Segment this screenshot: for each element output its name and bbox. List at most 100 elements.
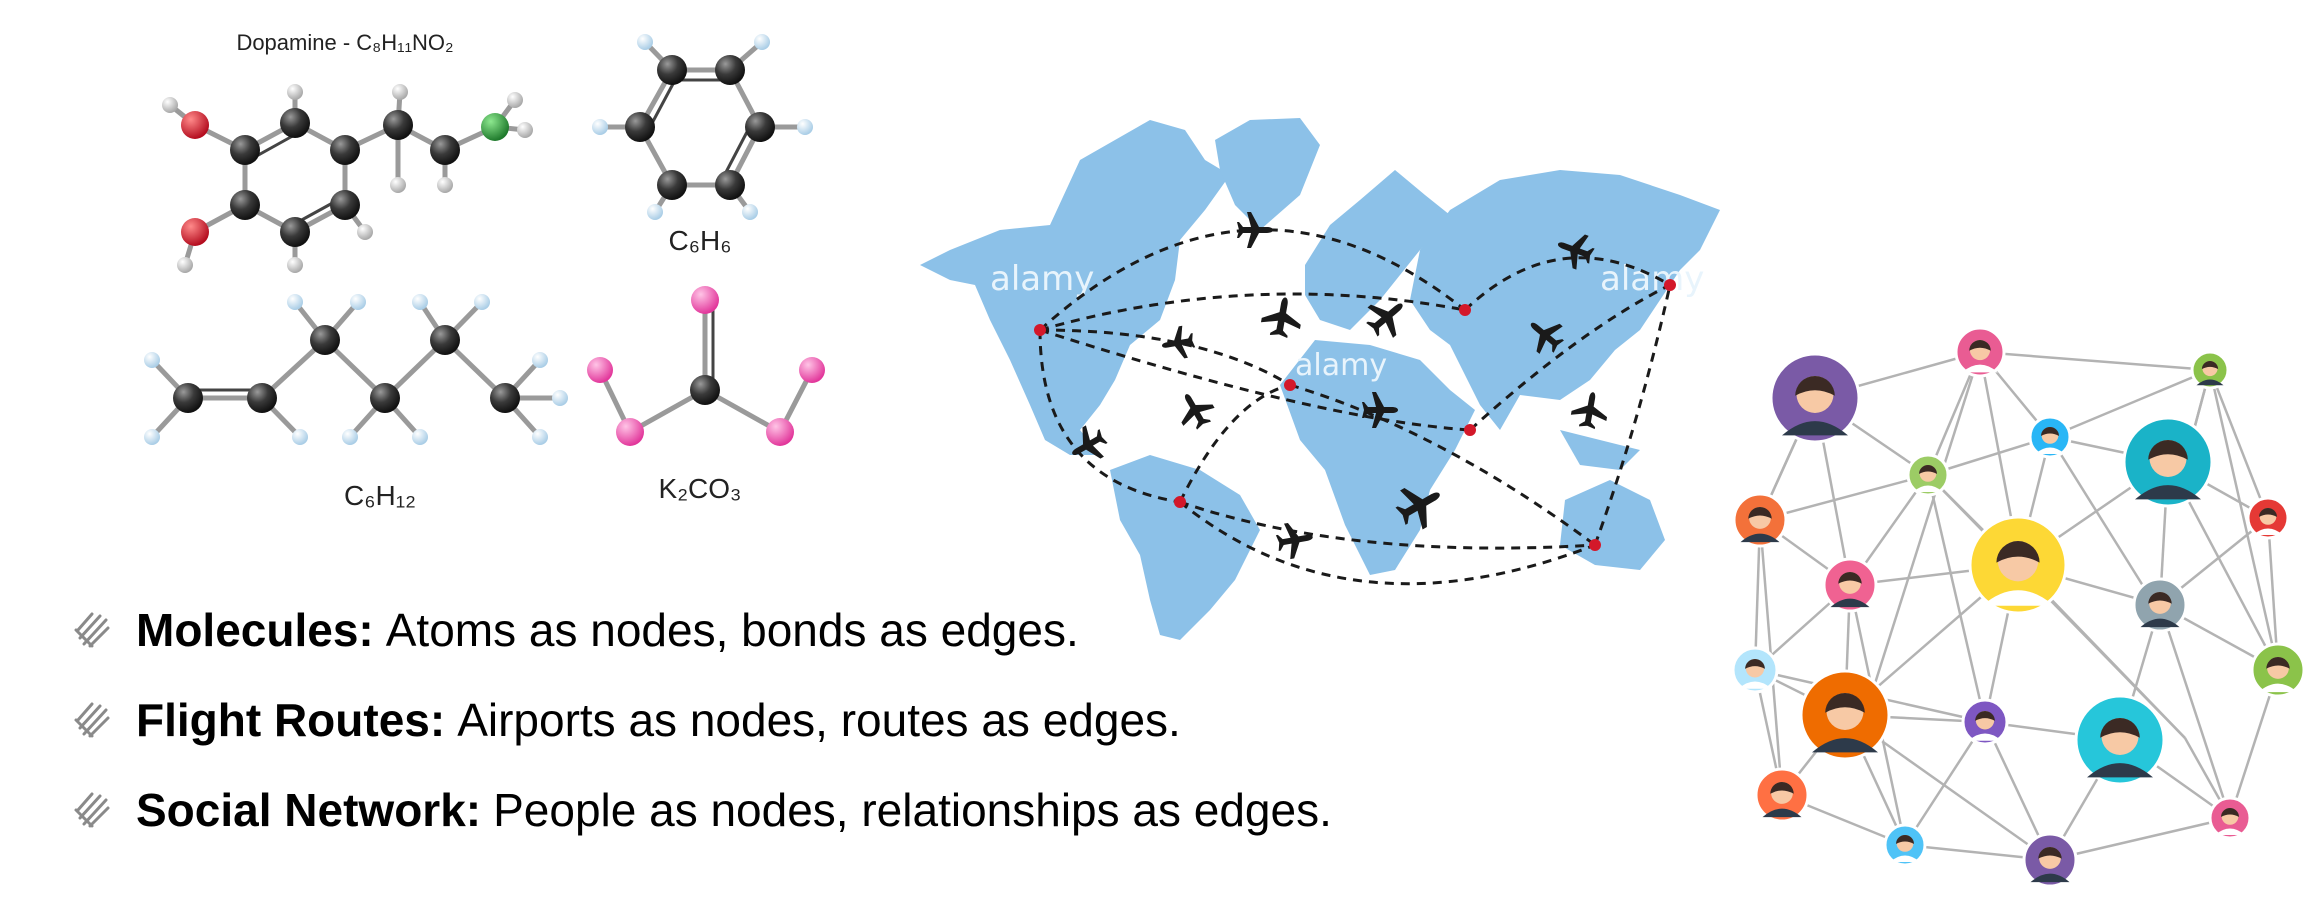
airport-node <box>1174 496 1186 508</box>
oxygen-atom <box>691 286 719 314</box>
hydrogen-atom <box>754 34 770 50</box>
person-avatar <box>1961 698 2009 746</box>
person-avatar <box>2250 642 2306 698</box>
avatar-hair <box>2041 427 2059 436</box>
hydrogen-atom <box>287 257 303 273</box>
route-line <box>1468 283 1671 432</box>
hydrogen-atom <box>144 352 160 368</box>
avatar-hair <box>2201 360 2219 370</box>
airplane-icon <box>1170 385 1220 435</box>
flight-routes <box>1038 228 1672 586</box>
carbonate-label: K₂CO₃ <box>659 473 742 504</box>
hydrogen-atom <box>637 34 653 50</box>
avatar-body <box>2035 447 2065 454</box>
hydrogen-atom <box>532 429 548 445</box>
bullet-term: Flight Routes: <box>136 694 446 746</box>
avatar-body <box>2253 528 2283 535</box>
person-avatar <box>1822 557 1878 613</box>
avatar-hair <box>2148 439 2188 460</box>
carbonate-molecule: K₂CO₃ <box>587 286 825 504</box>
avatar-body <box>1740 533 1780 543</box>
avatar-hair <box>1919 465 1937 474</box>
carbon-atom <box>657 55 687 85</box>
carbon-atom <box>715 170 745 200</box>
carbon-atom <box>430 325 460 355</box>
route-line <box>1289 383 1596 547</box>
africa <box>1280 340 1475 575</box>
oxygen-atom <box>181 218 209 246</box>
carbon-atom <box>745 112 775 142</box>
person-avatar <box>1731 646 1779 694</box>
avatar-body <box>1890 855 1920 862</box>
route-line <box>1179 500 1596 550</box>
person-avatar <box>2190 350 2230 390</box>
person-avatar <box>1906 453 1950 497</box>
avatar-hair <box>1770 782 1794 794</box>
carbon-atom <box>247 383 277 413</box>
avatar-hair <box>2038 847 2062 859</box>
avatar-hair <box>2221 808 2239 817</box>
person-avatar <box>1754 767 1810 823</box>
hydrogen-atom <box>342 429 358 445</box>
avatar-body <box>1968 733 2002 741</box>
hydrogen-atom <box>357 224 373 240</box>
bullet-icon <box>74 612 110 648</box>
hydrogen-atom <box>592 119 608 135</box>
avatar-hair <box>1748 507 1772 519</box>
person-avatar <box>2132 577 2188 633</box>
nitrogen-atom <box>481 113 509 141</box>
route-line <box>1039 328 1291 387</box>
watermark: alamy <box>990 259 1094 299</box>
avatar-hair <box>2148 592 2172 604</box>
hydrogen-atom <box>742 204 758 220</box>
hydrogen-atom <box>647 204 663 220</box>
airport-node <box>1284 379 1296 391</box>
carbon-atom <box>310 325 340 355</box>
person-avatar <box>2122 416 2214 508</box>
bullet-molecules: Molecules: Atoms as nodes, bonds as edge… <box>70 585 1370 675</box>
avatar-hair <box>1825 693 1865 713</box>
person-avatar <box>2028 415 2072 459</box>
hydrogen-atom <box>392 84 408 100</box>
hydrogen-atom <box>474 294 490 310</box>
hydrogen-atom <box>437 177 453 193</box>
avatar-hair <box>1795 375 1835 396</box>
route-line <box>1038 228 1466 332</box>
person-avatar <box>1799 669 1891 761</box>
hydrogen-atom <box>287 84 303 100</box>
southeast-asia <box>1560 430 1640 470</box>
dopamine-label: Dopamine - C₈H₁₁NO₂ <box>236 30 453 55</box>
route-line <box>1178 383 1291 503</box>
route-line <box>1039 292 1466 332</box>
carbon-atom <box>715 55 745 85</box>
watermark: alamy <box>1600 259 1704 299</box>
avatar-body <box>1738 681 1772 689</box>
avatar-body <box>2030 873 2070 883</box>
person-avatar <box>2208 796 2252 840</box>
route-line <box>1463 256 1671 312</box>
hydrogen-atom <box>532 352 548 368</box>
hydrogen-atom <box>797 119 813 135</box>
avatar-body <box>1812 738 1878 753</box>
dopamine-molecule: Dopamine - C₈H₁₁NO₂ <box>162 30 533 273</box>
bullet-description: Atoms as nodes, bonds as edges. <box>385 604 1079 656</box>
airport-node <box>1589 539 1601 551</box>
carbon-atom <box>173 383 203 413</box>
route-line <box>1038 329 1181 504</box>
airport-node <box>1034 324 1046 336</box>
hydrogen-atom <box>350 294 366 310</box>
avatar-body <box>1913 485 1943 492</box>
carbon-atom <box>280 108 310 138</box>
avatar-body <box>2135 485 2201 500</box>
carbon-atom <box>430 135 460 165</box>
avatar-body <box>1762 808 1802 818</box>
person-avatar <box>2246 496 2290 540</box>
avatar-body <box>2196 379 2224 386</box>
airplane-icon <box>1159 324 1197 362</box>
benzene-label: C₆H₆ <box>668 225 731 256</box>
bullet-list: Molecules: Atoms as nodes, bonds as edge… <box>70 585 1370 855</box>
carbon-atom <box>280 217 310 247</box>
airport-node <box>1464 424 1476 436</box>
avatar-hair <box>1838 572 1862 584</box>
oxygen-atom <box>181 111 209 139</box>
